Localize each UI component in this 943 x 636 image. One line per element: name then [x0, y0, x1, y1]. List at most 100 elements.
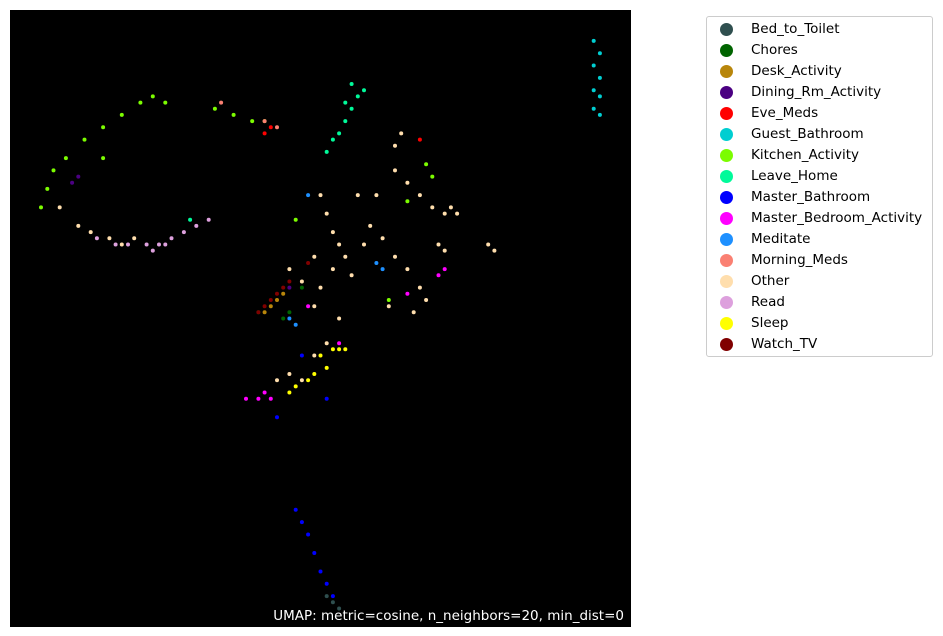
legend-item: Kitchen_Activity — [707, 145, 932, 166]
data-point — [206, 217, 211, 222]
series-guest-bathroom — [591, 38, 602, 117]
data-point — [324, 341, 329, 346]
data-point — [318, 353, 323, 358]
data-point — [330, 230, 335, 235]
legend-marker — [720, 212, 733, 225]
data-point — [362, 242, 366, 247]
legend-label: Chores — [751, 42, 798, 58]
data-point — [337, 606, 342, 611]
legend-item: Bed_to_Toilet — [707, 19, 932, 40]
data-point — [591, 63, 596, 68]
legend-label: Meditate — [751, 231, 811, 247]
data-point — [268, 125, 273, 130]
legend-label: Guest_Bathroom — [751, 126, 864, 142]
data-point — [119, 112, 124, 117]
data-point — [132, 236, 137, 241]
data-point — [330, 594, 335, 599]
data-point — [324, 594, 329, 599]
data-point — [343, 254, 348, 259]
legend: Bed_to_Toilet Chores Desk_Activity Dining_R… — [706, 16, 933, 357]
data-point — [405, 199, 410, 204]
data-point — [101, 125, 106, 130]
data-point — [306, 304, 311, 309]
data-point — [163, 242, 168, 247]
data-point — [597, 112, 602, 117]
data-point — [51, 168, 56, 173]
data-point — [343, 347, 348, 352]
plot-annotation: UMAP: metric=cosine, n_neighbors=20, min… — [273, 608, 624, 624]
legend-marker — [720, 338, 733, 351]
legend-label: Leave_Home — [751, 168, 838, 184]
legend-label: Morning_Meds — [751, 252, 848, 268]
data-point — [455, 211, 460, 216]
data-point — [312, 372, 317, 376]
data-point — [76, 174, 81, 179]
data-point — [324, 149, 329, 154]
data-point — [343, 100, 348, 105]
data-point — [262, 131, 267, 136]
data-point — [330, 600, 335, 605]
data-point — [486, 242, 491, 247]
data-point — [88, 230, 93, 235]
data-point — [70, 180, 75, 185]
data-point — [424, 162, 429, 167]
data-point — [262, 304, 267, 309]
data-point — [349, 82, 354, 86]
data-point — [405, 180, 410, 185]
data-point — [424, 298, 429, 302]
data-point — [597, 94, 602, 99]
data-point — [45, 186, 50, 191]
data-point — [138, 100, 143, 105]
legend-item: Leave_Home — [707, 166, 932, 187]
data-point — [113, 242, 118, 247]
data-point — [349, 106, 354, 111]
plot-area — [10, 10, 631, 627]
data-point — [448, 205, 453, 210]
data-point — [417, 193, 422, 198]
data-point — [330, 137, 335, 142]
series-other — [57, 131, 497, 383]
data-point — [256, 310, 261, 315]
legend-label: Dining_Rm_Activity — [751, 84, 882, 100]
series-read — [94, 217, 211, 253]
legend-label: Kitchen_Activity — [751, 147, 859, 163]
data-point — [287, 390, 292, 395]
data-point — [417, 137, 422, 142]
data-point — [318, 285, 323, 290]
data-point — [299, 285, 304, 290]
points-layer — [39, 38, 602, 611]
data-point — [368, 223, 373, 228]
data-point — [299, 520, 304, 525]
data-point — [436, 242, 441, 247]
legend-marker — [720, 149, 733, 162]
data-point — [591, 38, 596, 43]
data-point — [287, 310, 292, 315]
data-point — [157, 242, 161, 247]
data-point — [293, 322, 298, 327]
data-point — [101, 156, 106, 161]
legend-item: Watch_TV — [707, 334, 932, 355]
data-point — [281, 316, 286, 321]
data-point — [119, 242, 124, 247]
legend-label: Read — [751, 294, 785, 310]
legend-label: Other — [751, 273, 790, 289]
data-point — [181, 230, 186, 235]
data-point — [337, 341, 342, 346]
data-point — [268, 298, 273, 302]
legend-item: Chores — [707, 40, 932, 61]
data-point — [287, 267, 292, 272]
data-point — [244, 396, 248, 401]
data-point — [399, 131, 404, 136]
data-point — [318, 193, 323, 198]
data-point — [250, 119, 255, 124]
legend-marker — [720, 170, 733, 183]
data-point — [597, 75, 602, 80]
data-point — [355, 94, 360, 99]
legend-label: Desk_Activity — [751, 63, 842, 79]
data-point — [312, 254, 317, 259]
legend-marker — [720, 233, 733, 246]
legend-item: Read — [707, 292, 932, 313]
data-point — [405, 291, 410, 296]
data-point — [306, 261, 311, 265]
data-point — [169, 236, 174, 241]
